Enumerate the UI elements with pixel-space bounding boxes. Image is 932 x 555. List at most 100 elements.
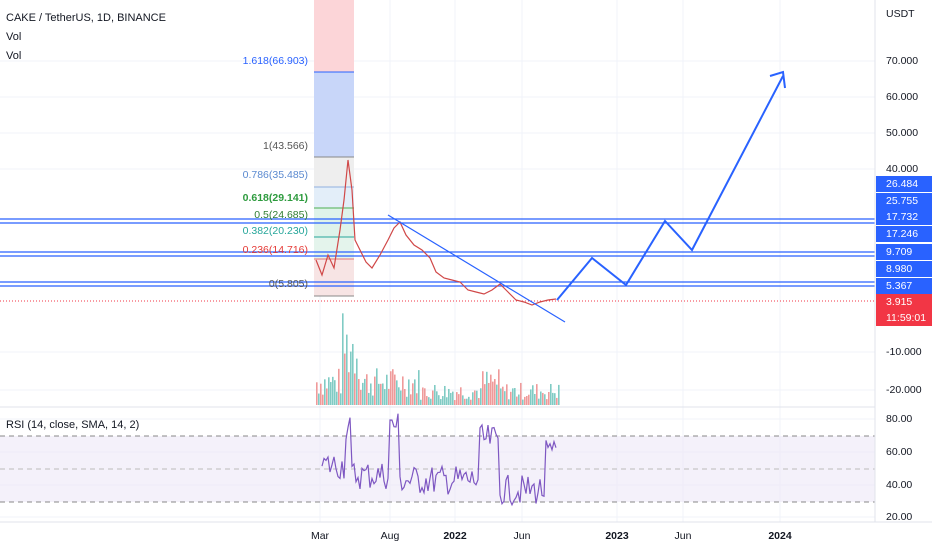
volume-bar: [328, 377, 330, 405]
price-badge: [876, 310, 932, 326]
price-badge-label: 11:59:01: [886, 312, 926, 324]
volume-bar: [438, 395, 440, 405]
price-tick-label: 70.000: [886, 55, 918, 67]
arrow-head: [769, 70, 786, 89]
time-tick-label: 2023: [605, 530, 629, 542]
volume-bar: [548, 391, 550, 405]
price-tick-label: 60.000: [886, 91, 918, 103]
volume-bar: [436, 391, 438, 405]
volume-bar: [402, 376, 404, 405]
volume-bar: [406, 396, 408, 405]
price-tick-label: 40.000: [886, 163, 918, 175]
volume-bar: [412, 383, 414, 405]
volume-bar: [380, 383, 382, 405]
volume-bar: [512, 388, 514, 405]
volume-bar: [398, 387, 400, 405]
price-badge: [876, 209, 932, 225]
volume-bar: [558, 384, 560, 405]
fib-label: 0(5.805): [269, 278, 308, 290]
volume-bar: [516, 396, 518, 405]
time-tick-label: 2022: [443, 530, 467, 542]
volume-bar: [452, 391, 454, 405]
rsi-line: [321, 413, 557, 507]
price-tick-label: -10.000: [886, 346, 922, 358]
volume-bar: [518, 394, 520, 405]
volume-bar: [316, 382, 318, 405]
volume-bar: [556, 397, 558, 405]
volume-bar: [392, 369, 394, 405]
grid: [0, 0, 875, 522]
volume-bar: [432, 390, 434, 405]
axis-unit: USDT: [886, 8, 915, 20]
rsi-lines: [0, 435, 875, 503]
price-badge: [876, 261, 932, 277]
volume-bar: [404, 388, 406, 405]
volume-bar: [450, 392, 452, 405]
price-tick-label: 50.000: [886, 127, 918, 139]
volume-bar: [416, 393, 418, 405]
volume-bar: [538, 398, 540, 405]
volume-bar: [388, 388, 390, 405]
fib-zone: [314, 0, 354, 72]
volume-bar: [540, 391, 542, 405]
volume-bar: [522, 399, 524, 405]
volume-bar: [460, 387, 462, 405]
volume-bar: [408, 379, 410, 405]
volume-bar: [500, 388, 502, 405]
volume-bar: [544, 394, 546, 405]
volume-bar: [332, 376, 334, 405]
fib-label: 0.236(14.716): [243, 244, 308, 256]
volume-bar: [428, 397, 430, 405]
volume-bar: [472, 392, 474, 405]
projection: [556, 75, 784, 301]
volume-bar: [322, 394, 324, 405]
volume-bar: [484, 384, 486, 405]
volume-bar: [372, 395, 374, 405]
volume-bar: [528, 394, 530, 405]
volume-bar: [462, 395, 464, 405]
volume: [316, 313, 560, 405]
volume-bar: [514, 388, 516, 405]
volume-bar: [506, 384, 508, 405]
volume-bar: [348, 372, 350, 405]
price-badge-label: 9.709: [886, 246, 912, 258]
volume-bar: [320, 383, 322, 405]
volume-bar: [430, 398, 432, 405]
fib-label: 0.5(24.685): [254, 209, 308, 221]
volume-bar: [546, 399, 548, 405]
volume-bar: [502, 386, 504, 405]
volume-bar: [466, 398, 468, 405]
volume-bar: [542, 392, 544, 405]
price: [315, 159, 557, 306]
volume-bar: [422, 387, 424, 405]
volume-bar: [376, 368, 378, 405]
price-badge: [876, 278, 932, 294]
volume-bar: [364, 378, 366, 405]
volume-bar: [520, 382, 522, 405]
price-badge: [876, 294, 932, 310]
volume-bar: [470, 399, 472, 405]
volume-bar: [366, 374, 368, 405]
volume-bar: [486, 371, 488, 405]
volume-bar: [510, 391, 512, 405]
volume-bar: [342, 313, 344, 405]
volume-bar: [442, 396, 444, 405]
volume-bar: [434, 385, 436, 405]
volume-bar: [374, 376, 376, 405]
price-badge-label: 5.367: [886, 280, 912, 292]
volume-bar: [476, 390, 478, 405]
time-tick-label: 2024: [768, 530, 792, 542]
volume-bar: [444, 385, 446, 405]
volume-bar: [504, 391, 506, 405]
volume-bar: [386, 374, 388, 405]
volume-bar: [344, 353, 346, 405]
volume-bar: [346, 334, 348, 405]
volume-bar: [384, 389, 386, 405]
volume-bar: [326, 388, 328, 405]
time-tick-label: Jun: [514, 530, 531, 542]
volume-bar: [418, 370, 420, 405]
volume-bar: [368, 392, 370, 405]
volume-bar: [458, 394, 460, 405]
volume-bar: [378, 383, 380, 405]
